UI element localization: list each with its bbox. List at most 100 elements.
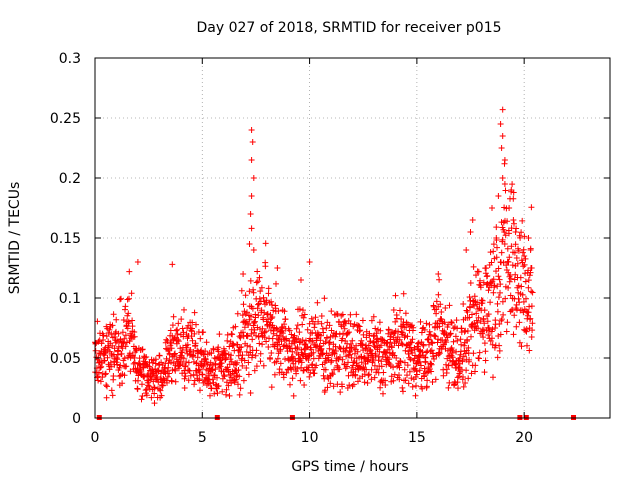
data-point bbox=[421, 372, 428, 379]
data-point bbox=[467, 229, 474, 235]
data-point bbox=[253, 363, 260, 370]
data-point bbox=[490, 374, 496, 381]
data-point bbox=[215, 383, 222, 389]
data-point bbox=[426, 328, 433, 335]
data-point bbox=[319, 351, 326, 358]
data-point bbox=[516, 319, 523, 326]
data-point bbox=[371, 374, 378, 381]
data-point bbox=[181, 370, 188, 377]
data-point bbox=[352, 372, 359, 379]
data-point bbox=[300, 307, 306, 314]
data-point bbox=[115, 347, 122, 354]
data-point bbox=[358, 359, 365, 366]
data-point bbox=[475, 268, 482, 275]
data-point bbox=[339, 383, 346, 390]
data-point bbox=[251, 367, 258, 374]
data-point bbox=[482, 270, 489, 277]
data-point bbox=[253, 347, 260, 354]
data-points bbox=[92, 106, 536, 407]
data-point bbox=[392, 318, 399, 325]
data-point bbox=[173, 327, 180, 334]
data-point bbox=[372, 325, 379, 332]
data-point bbox=[390, 377, 397, 384]
data-point bbox=[400, 388, 406, 395]
data-point bbox=[280, 374, 287, 381]
y-tick-label: 0.15 bbox=[50, 231, 81, 247]
data-point bbox=[527, 247, 534, 253]
data-point bbox=[95, 377, 102, 384]
data-point bbox=[525, 284, 532, 291]
data-point bbox=[228, 380, 235, 387]
data-point bbox=[179, 349, 186, 356]
data-point bbox=[197, 387, 203, 394]
data-point bbox=[318, 320, 325, 327]
data-point bbox=[182, 363, 189, 370]
data-point bbox=[480, 334, 487, 341]
data-point bbox=[183, 344, 190, 351]
data-point bbox=[273, 325, 280, 332]
data-point bbox=[417, 358, 423, 365]
data-point bbox=[223, 354, 230, 361]
data-point bbox=[181, 375, 188, 382]
data-point bbox=[235, 352, 242, 359]
data-point bbox=[524, 342, 530, 349]
data-point bbox=[186, 367, 193, 374]
data-point bbox=[398, 316, 405, 322]
data-point bbox=[519, 291, 526, 298]
data-point bbox=[501, 241, 508, 247]
data-point bbox=[529, 327, 536, 334]
data-point bbox=[357, 327, 364, 334]
data-point bbox=[126, 295, 132, 302]
data-point bbox=[200, 329, 207, 336]
data-point bbox=[247, 390, 254, 396]
data-point bbox=[505, 259, 512, 265]
data-point bbox=[417, 318, 424, 325]
data-point bbox=[124, 325, 131, 332]
data-point bbox=[143, 354, 150, 360]
data-point bbox=[466, 294, 473, 300]
data-point bbox=[423, 349, 430, 356]
data-point bbox=[406, 368, 413, 375]
data-point bbox=[517, 234, 524, 241]
data-point bbox=[314, 299, 321, 306]
data-point bbox=[408, 375, 415, 382]
data-point bbox=[92, 347, 99, 354]
data-point bbox=[183, 359, 190, 365]
data-point bbox=[235, 367, 242, 373]
data-point bbox=[124, 296, 131, 303]
data-point bbox=[241, 308, 248, 315]
data-point bbox=[398, 340, 405, 347]
data-point bbox=[516, 339, 523, 346]
data-point bbox=[196, 366, 203, 373]
data-point bbox=[529, 289, 536, 296]
data-point bbox=[344, 330, 351, 336]
data-point bbox=[174, 336, 181, 343]
data-point bbox=[255, 312, 262, 319]
data-point bbox=[121, 372, 128, 379]
data-point bbox=[419, 341, 426, 348]
data-point bbox=[393, 355, 400, 361]
data-point bbox=[435, 336, 441, 343]
data-point bbox=[108, 331, 115, 338]
data-point bbox=[234, 310, 241, 317]
data-point bbox=[472, 368, 478, 375]
data-point bbox=[224, 337, 231, 344]
x-axis-label: GPS time / hours bbox=[291, 459, 408, 475]
data-point bbox=[502, 187, 509, 194]
data-point bbox=[216, 331, 223, 338]
data-point bbox=[503, 262, 510, 269]
data-point bbox=[297, 377, 304, 384]
data-point bbox=[383, 349, 390, 356]
data-point bbox=[276, 341, 283, 348]
data-point bbox=[298, 359, 305, 366]
data-point bbox=[495, 193, 502, 199]
data-point bbox=[390, 364, 397, 371]
data-point bbox=[300, 314, 307, 321]
data-point bbox=[455, 365, 462, 372]
data-point bbox=[520, 263, 527, 270]
data-point bbox=[521, 253, 528, 259]
data-point bbox=[262, 328, 269, 335]
data-point bbox=[152, 356, 159, 363]
data-point bbox=[504, 218, 511, 225]
data-point bbox=[522, 270, 529, 277]
